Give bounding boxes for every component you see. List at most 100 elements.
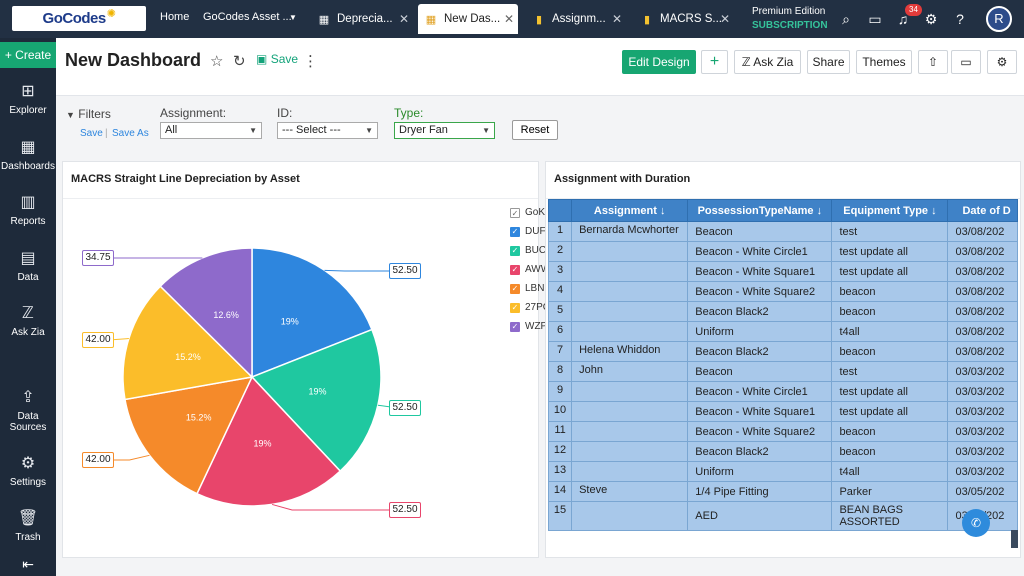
table-row[interactable]: 10 Beacon - White Square1 test update all 0… [548,401,1018,422]
column-header-date[interactable]: Date of D [947,199,1018,222]
column-header-possession[interactable]: PossessionTypeName ↓ [687,199,833,222]
pie-slice-aww5mclc[interactable] [195,375,342,507]
table-row[interactable]: 2 Beacon - White Circle1 test update all 03… [548,241,1018,262]
sidebar-item-settings[interactable]: ⚙ Settings [0,454,56,488]
search-icon[interactable]: ⌕ [842,11,850,27]
table-row[interactable]: 1 Bernarda Mcwhorter Beacon test 03/08/202 [548,221,1018,242]
assignment-filter-select[interactable]: All ▼ [160,122,262,139]
sidebar-item-data-sources[interactable]: ⇪ Data Sources [0,388,56,433]
add-button[interactable]: + [701,50,728,74]
row-number: 10 [548,401,573,422]
table-row[interactable]: 8 John Beacon test 03/03/202 [548,361,1018,382]
table-row[interactable]: 14 Steve 1/4 Pipe Fitting Parker 03/05/202 [548,481,1018,502]
star-icon[interactable]: ☆ [210,53,224,70]
share-button[interactable]: Share [807,50,850,74]
sidebar: + Create ⊞ Explorer ▦ Dashboards ▥ Reports … [0,38,56,576]
cell-possession: Beacon Black2 [687,341,833,362]
sidebar-item-reports[interactable]: ▥ Reports [0,193,56,227]
row-number: 12 [548,441,573,462]
pie-slice-dufv62mc[interactable] [251,247,373,379]
themes-button[interactable]: Themes [856,50,912,74]
create-button[interactable]: + Create [0,42,56,68]
tab-depreciation[interactable]: ▦ Deprecia... ✕ [318,12,409,26]
reset-button[interactable]: Reset [512,120,558,140]
tab-assignment[interactable]: ▮ Assignm... ✕ [526,4,626,34]
chevron-down-icon[interactable]: ▼ [289,13,297,22]
cell-date: 03/08/202 [947,341,1018,362]
table-row[interactable]: 9 Beacon - White Circle1 test update all 03… [548,381,1018,402]
cell-date: 03/08/202 [947,241,1018,262]
table-row[interactable]: 6 Uniform t4all 03/08/202 [548,321,1018,342]
table-row[interactable]: 7 Helena Whiddon Beacon Black2 beacon 03/08/… [548,341,1018,362]
comment-icon[interactable]: ▭ [951,50,981,74]
cell-equipment: beacon [831,421,949,442]
cell-equipment: test update all [831,381,949,402]
value-callout: 42.00 [82,332,114,348]
page-title: New Dashboard [65,50,202,70]
ask-zia-button[interactable]: ℤ Ask Zia [734,50,801,74]
scrollbar[interactable] [1011,530,1018,548]
filters-toggle[interactable]: ▼ Filters [66,107,111,121]
table-row[interactable]: 5 Beacon Black2 beacon 03/08/202 [548,301,1018,322]
type-filter-select[interactable]: Dryer Fan ▼ [394,122,495,139]
pie-slice-buc6dfe7[interactable] [250,328,382,473]
nav-home[interactable]: Home [160,11,190,23]
cell-possession: Beacon - White Square1 [687,401,833,422]
table-row[interactable]: 12 Beacon Black2 beacon 03/03/202 [548,441,1018,462]
save-button[interactable]: ▣ Save [256,52,299,66]
sidebar-item-ask-zia[interactable]: ℤ Ask Zia [0,304,56,338]
chevron-down-icon: ▼ [482,126,490,135]
pie-chart: 19% 19% 19% 15.2% 15.2% 12.6% [108,247,398,511]
table-row[interactable]: 11 Beacon - White Square2 beacon 03/03/202 [548,421,1018,442]
assignment-table-wrap[interactable]: Assignment ↓ PossessionTypeName ↓ Equipm… [548,199,1018,551]
row-number: 2 [548,241,573,262]
cell-assignment [571,501,689,531]
sidebar-item-dashboards[interactable]: ▦ Dashboards [1,139,55,172]
tab-new-dashboard[interactable]: ▦ New Das... ✕ [418,4,518,34]
edit-design-button[interactable]: Edit Design [622,50,696,74]
bell-icon[interactable]: ♫ [897,11,909,27]
cell-possession: Uniform [687,461,833,482]
cell-assignment [571,441,689,462]
gocodes-logo[interactable]: GoCodes ✺ [12,6,146,31]
sidebar-item-data[interactable]: ▤ Data [0,249,56,283]
id-filter-select[interactable]: --- Select --- ▼ [277,122,378,139]
table-row[interactable]: 3 Beacon - White Square1 test update all 03… [548,261,1018,282]
pie-slice-wzpsnkpa[interactable] [159,247,253,379]
row-number: 14 [548,481,573,502]
report-icon: ▮ [643,13,651,26]
close-icon[interactable]: ✕ [398,12,409,26]
export-icon[interactable]: ⇧ [918,50,948,74]
filter-save-link[interactable]: Save [80,128,103,139]
chat-icon[interactable]: ▭ [868,11,882,27]
help-icon[interactable]: ? [956,11,964,27]
cell-assignment: Helena Whiddon [571,341,689,362]
sidebar-item-trash[interactable]: 🗑 Trash [0,509,56,543]
table-row[interactable]: 4 Beacon - White Square2 beacon 03/08/202 [548,281,1018,302]
row-number: 15 [548,501,573,531]
premium-subscription[interactable]: Premium Edition SUBSCRIPTION [752,6,828,31]
more-options-icon[interactable]: ⋮ [303,53,318,70]
tab-macrs[interactable]: ▮ MACRS S... ✕ [634,4,734,34]
close-icon[interactable]: ✕ [611,12,622,26]
cell-date: 03/03/202 [947,421,1018,442]
gear-icon[interactable]: ⚙ [924,11,938,27]
chat-support-icon[interactable]: ✆ [962,509,990,537]
nav-gocodes-asset[interactable]: GoCodes Asset ... [203,11,292,23]
zia-icon: ℤ [741,55,751,69]
sidebar-item-explorer[interactable]: ⊞ Explorer [0,82,56,116]
column-header-assignment[interactable]: Assignment ↓ [571,199,689,222]
close-icon[interactable]: ✕ [719,12,730,26]
filter-save-as-link[interactable]: Save As [112,128,149,139]
settings-icon[interactable]: ⚙ [987,50,1017,74]
collapse-sidebar-icon[interactable]: ⇤ [22,556,34,572]
refresh-icon[interactable]: ↻ [233,53,246,70]
row-number-header [548,199,573,222]
table-row[interactable]: 13 Uniform t4all 03/03/202 [548,461,1018,482]
avatar[interactable]: R [986,6,1012,32]
cell-assignment [571,401,689,422]
column-header-equipment[interactable]: Equipment Type ↓ [831,199,949,222]
close-icon[interactable]: ✕ [503,12,514,26]
cell-assignment [571,301,689,322]
